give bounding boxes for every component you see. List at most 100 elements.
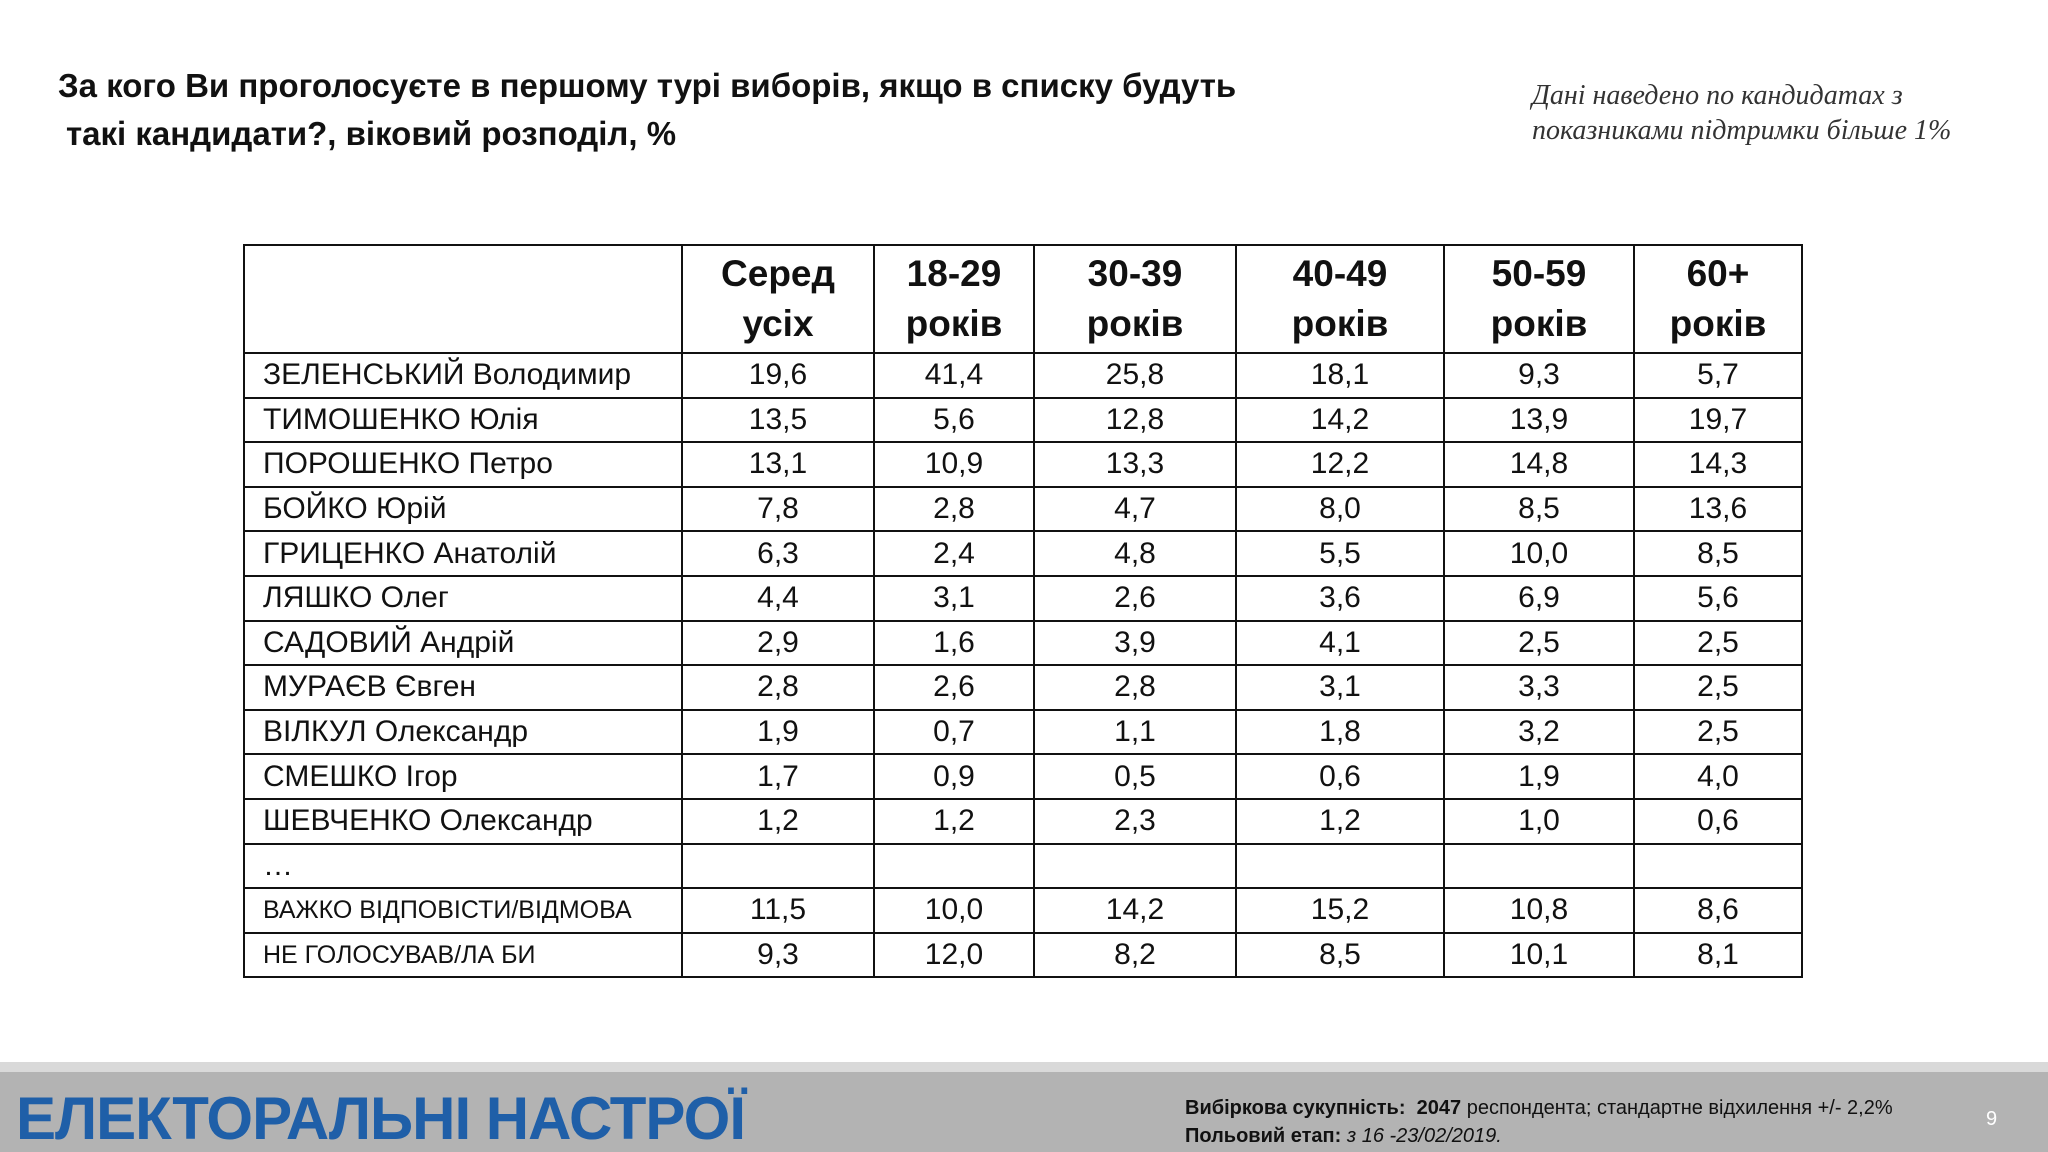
column-header-bottom: років: [1669, 303, 1767, 344]
value-cell: 10,0: [1443, 530, 1635, 577]
column-header: 18-29 років: [873, 244, 1035, 354]
value-cell: 3,1: [873, 574, 1035, 622]
page-title-line-1: За кого Ви проголосуєте в першому турі в…: [58, 67, 1237, 104]
value-cell: 0,6: [1633, 797, 1803, 845]
value-cell: 8,0: [1235, 485, 1445, 533]
value-cell: 14,8: [1443, 441, 1635, 488]
value-cell: 0,9: [873, 753, 1035, 800]
column-header: 50-59 років: [1443, 244, 1635, 354]
value-cell: 2,8: [681, 664, 875, 711]
page-title-line-2: такі кандидати?, віковий розподіл, %: [66, 115, 677, 152]
value-cell: 2,5: [1633, 619, 1803, 667]
column-header-top: 18-29: [906, 253, 1002, 294]
value-cell: 8,1: [1633, 931, 1803, 979]
value-cell: [1235, 842, 1445, 890]
value-cell: 3,2: [1443, 708, 1635, 756]
value-cell: 8,2: [1033, 931, 1237, 979]
value-cell: 19,7: [1633, 396, 1803, 444]
candidate-name: САДОВИЙ Андрій: [243, 619, 683, 667]
value-cell: 0,7: [873, 708, 1035, 756]
value-cell: 4,1: [1235, 619, 1445, 667]
value-cell: 1,2: [681, 797, 875, 845]
value-cell: 14,2: [1033, 887, 1237, 934]
candidate-name: БОЙКО Юрій: [243, 485, 683, 533]
value-cell: 4,8: [1033, 530, 1237, 577]
value-cell: 1,9: [1443, 753, 1635, 800]
value-cell: [1633, 842, 1803, 890]
value-cell: 3,3: [1443, 664, 1635, 711]
table-row: СМЕШКО Ігор 1,7 0,9 0,5 0,6 1,9 4,0: [243, 753, 1803, 800]
value-cell: 2,4: [873, 530, 1035, 577]
column-header-top: 60+: [1686, 253, 1750, 294]
value-cell: 4,4: [681, 574, 875, 622]
table-row: ЗЕЛЕНСЬКИЙ Володимир 19,6 41,4 25,8 18,1 9,3 5…: [243, 352, 1803, 399]
column-header-bottom: усіх: [742, 303, 814, 344]
column-header-top: 30-39: [1087, 253, 1183, 294]
value-cell: 25,8: [1033, 352, 1237, 399]
field-dates: з 16 -23/02/2019.: [1346, 1125, 1502, 1147]
column-header: 30-39 років: [1033, 244, 1237, 354]
column-header-top: 40-49: [1292, 253, 1388, 294]
column-header-top: Серед: [721, 253, 835, 294]
column-header: 60+ років: [1633, 244, 1803, 354]
value-cell: 2,5: [1443, 619, 1635, 667]
brand-title: ЕЛЕКТОРАЛЬНІ НАСТРОЇ: [16, 1085, 746, 1152]
column-header: Серед усіх: [681, 244, 875, 354]
candidate-name: ГРИЦЕНКО Анатолій: [243, 530, 683, 577]
value-cell: 4,0: [1633, 753, 1803, 800]
value-cell: 10,1: [1443, 931, 1635, 979]
value-cell: 10,0: [873, 887, 1035, 934]
value-cell: [681, 842, 875, 890]
column-header-top: 50-59: [1491, 253, 1587, 294]
value-cell: 1,1: [1033, 708, 1237, 756]
table-row: ГРИЦЕНКО Анатолій 6,3 2,4 4,8 5,5 10,0 8,5: [243, 530, 1803, 577]
value-cell: 2,8: [873, 485, 1035, 533]
value-cell: 41,4: [873, 352, 1035, 399]
value-cell: 1,0: [1443, 797, 1635, 845]
value-cell: 14,2: [1235, 396, 1445, 444]
value-cell: 13,5: [681, 396, 875, 444]
table-row: ЛЯШКО Олег 4,4 3,1 2,6 3,6 6,9 5,6: [243, 574, 1803, 622]
table-row: ТИМОШЕНКО Юлія 13,5 5,6 12,8 14,2 13,9 19,7: [243, 396, 1803, 444]
results-table: Серед усіх 18-29 років 30-39 років 40-49 років 5…: [243, 244, 1803, 979]
value-cell: 19,6: [681, 352, 875, 399]
value-cell: 14,3: [1633, 441, 1803, 488]
value-cell: 5,6: [873, 396, 1035, 444]
value-cell: 13,1: [681, 441, 875, 488]
value-cell: 4,7: [1033, 485, 1237, 533]
value-cell: 0,5: [1033, 753, 1237, 800]
value-cell: 5,6: [1633, 574, 1803, 622]
footer-bar: ЕЛЕКТОРАЛЬНІ НАСТРОЇ Вибіркова сукупніст…: [0, 1062, 2048, 1152]
value-cell: 2,5: [1633, 664, 1803, 711]
table-row: ШЕВЧЕНКО Олександр 1,2 1,2 2,3 1,2 1,0 0,6: [243, 797, 1803, 845]
candidate-name: ЗЕЛЕНСЬКИЙ Володимир: [243, 352, 683, 399]
candidate-name: СМЕШКО Ігор: [243, 753, 683, 800]
value-cell: 2,3: [1033, 797, 1237, 845]
value-cell: 5,7: [1633, 352, 1803, 399]
header-corner-cell: [243, 244, 683, 354]
field-line: Польовий етап: з 16 -23/02/2019.: [1185, 1122, 1893, 1150]
table-row: БОЙКО Юрій 7,8 2,8 4,7 8,0 8,5 13,6: [243, 485, 1803, 533]
candidate-name: ШЕВЧЕНКО Олександр: [243, 797, 683, 845]
value-cell: 18,1: [1235, 352, 1445, 399]
sample-label: Вибіркова сукупність:: [1185, 1097, 1406, 1119]
value-cell: [873, 842, 1035, 890]
value-cell: 1,2: [1235, 797, 1445, 845]
value-cell: 2,6: [1033, 574, 1237, 622]
value-cell: 3,6: [1235, 574, 1445, 622]
table-row: МУРАЄВ Євген 2,8 2,6 2,8 3,1 3,3 2,5: [243, 664, 1803, 711]
table-row: НЕ ГОЛОСУВАВ/ЛА БИ 9,3 12,0 8,2 8,5 10,1 8,1: [243, 931, 1803, 979]
value-cell: 12,0: [873, 931, 1035, 979]
sample-details: респондента; стандартне відхилення +/- 2…: [1466, 1097, 1893, 1119]
value-cell: 8,5: [1633, 530, 1803, 577]
sample-line: Вибіркова сукупність: 2047 респондента; …: [1185, 1094, 1893, 1122]
page-number: 9: [1986, 1108, 1998, 1130]
survey-meta: Вибіркова сукупність: 2047 респондента; …: [1185, 1094, 1893, 1150]
value-cell: 13,3: [1033, 441, 1237, 488]
value-cell: 7,8: [681, 485, 875, 533]
value-cell: 6,9: [1443, 574, 1635, 622]
candidate-name: ЛЯШКО Олег: [243, 574, 683, 622]
value-cell: 13,9: [1443, 396, 1635, 444]
candidate-name: ПОРОШЕНКО Петро: [243, 441, 683, 488]
value-cell: 9,3: [1443, 352, 1635, 399]
